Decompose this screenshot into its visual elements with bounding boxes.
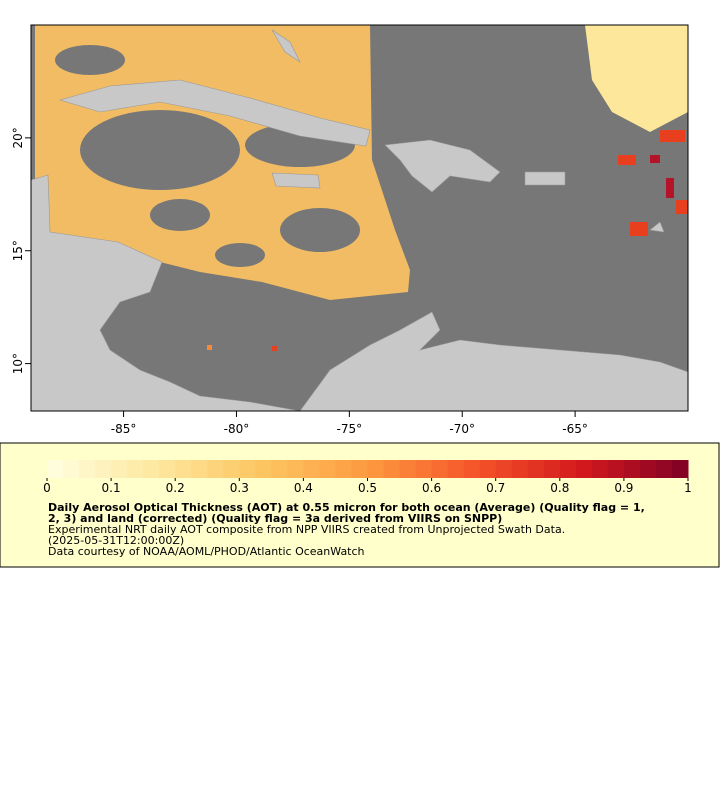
cloud-gaps — [55, 45, 360, 267]
legend-line: Data courtesy of NOAA/AOML/PHOD/Atlantic… — [48, 545, 365, 558]
colorbar-swatch — [271, 460, 288, 478]
lat-tick-label: 10° — [11, 353, 25, 374]
colorbar-tick-label: 0.6 — [422, 481, 441, 495]
colorbar-swatch — [143, 460, 160, 478]
land — [30, 29, 689, 412]
colorbar-tick-label: 0.4 — [294, 481, 313, 495]
lon-tick-label: -85° — [111, 422, 137, 436]
colorbar-swatch — [159, 460, 176, 478]
colorbar-swatch — [255, 460, 272, 478]
colorbar-swatch — [303, 460, 320, 478]
colorbar-swatch — [527, 460, 545, 478]
lat-tick-label: 15° — [11, 240, 25, 261]
colorbar-swatch — [591, 460, 609, 478]
colorbar-swatch — [239, 460, 256, 478]
map — [30, 24, 689, 412]
colorbar-swatch — [223, 460, 240, 478]
colorbar-swatch — [319, 460, 336, 478]
colorbar-tick-label: 0.5 — [358, 481, 377, 495]
legend-title: 2, 3) and land (corrected) (Quality flag… — [48, 512, 502, 525]
lon-tick-label: -75° — [337, 422, 363, 436]
colorbar-tick-label: 0 — [43, 481, 51, 495]
colorbar-swatch — [447, 460, 465, 478]
lat-tick-label: 20° — [11, 127, 25, 148]
colorbar-swatch — [351, 460, 368, 478]
colorbar-swatch — [495, 460, 513, 478]
colorbar-swatch — [335, 460, 352, 478]
colorbar-swatch — [463, 460, 481, 478]
colorbar-swatch — [399, 460, 417, 478]
colorbar-swatch — [559, 460, 577, 478]
aerosol-field-atlantic — [585, 25, 688, 132]
colorbar-swatch — [623, 460, 641, 478]
colorbar-tick-label: 0.8 — [550, 481, 569, 495]
colorbar-swatch — [431, 460, 449, 478]
colorbar-swatch — [543, 460, 561, 478]
colorbar-tick-label: 0.3 — [230, 481, 249, 495]
lon-tick-label: -80° — [224, 422, 250, 436]
legend-title: Daily Aerosol Optical Thickness (AOT) at… — [48, 501, 645, 514]
colorbar-swatch — [639, 460, 657, 478]
colorbar-swatch — [127, 460, 144, 478]
colorbar-swatch — [415, 460, 433, 478]
colorbar-swatch — [511, 460, 529, 478]
colorbar-swatch — [175, 460, 192, 478]
colorbar-swatch — [367, 460, 385, 478]
legend-line: Experimental NRT daily AOT composite fro… — [48, 523, 565, 536]
colorbar-tick-label: 0.7 — [486, 481, 505, 495]
colorbar-swatch — [607, 460, 625, 478]
colorbar-swatch — [95, 460, 112, 478]
lon-tick-label: -65° — [562, 422, 588, 436]
colorbar-swatch — [79, 460, 96, 478]
colorbar-swatch — [479, 460, 497, 478]
colorbar-swatch — [671, 460, 689, 478]
colorbar-swatch — [383, 460, 401, 478]
colorbar-swatch — [111, 460, 128, 478]
colorbar-swatch — [287, 460, 304, 478]
legend-line: (2025-05-31T12:00:00Z) — [48, 534, 184, 547]
colorbar-swatch — [575, 460, 593, 478]
high-aot-spots — [207, 130, 688, 386]
colorbar-swatch — [47, 460, 64, 478]
colorbar-swatch — [655, 460, 673, 478]
colorbar-swatch — [63, 460, 80, 478]
colorbar-tick-label: 0.1 — [102, 481, 121, 495]
map-frame — [30, 24, 689, 412]
colorbar-tick-label: 1 — [684, 481, 692, 495]
colorbar-tick-label: 0.9 — [614, 481, 633, 495]
lon-tick-label: -70° — [449, 422, 475, 436]
colorbar-swatch — [191, 460, 208, 478]
colorbar-swatch — [207, 460, 224, 478]
colorbar-tick-label: 0.2 — [166, 481, 185, 495]
